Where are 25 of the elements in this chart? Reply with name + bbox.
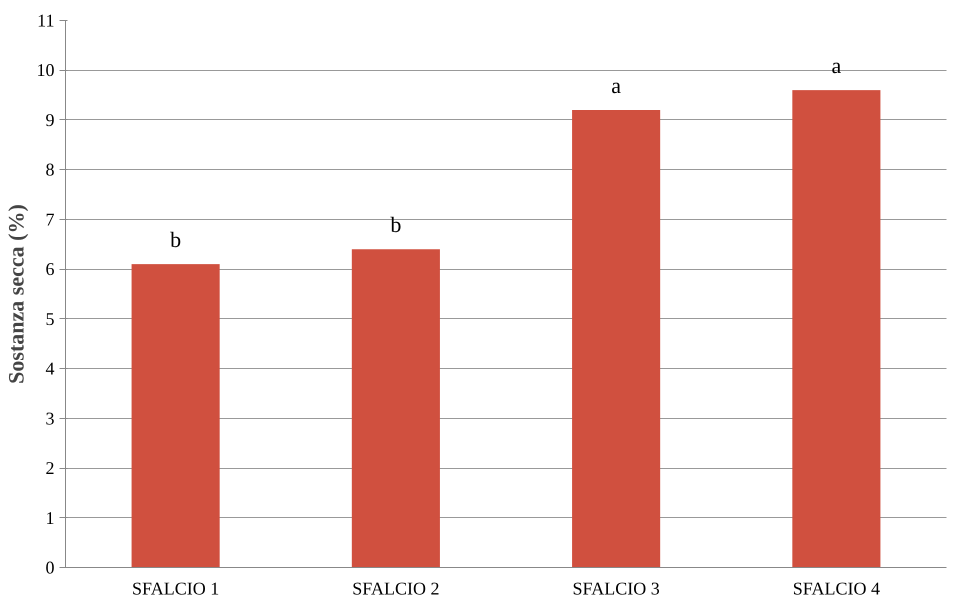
bar bbox=[572, 110, 660, 568]
x-tick-label: SFALCIO 2 bbox=[352, 578, 440, 598]
annotation: b bbox=[170, 227, 182, 252]
y-tick-label: 7 bbox=[46, 209, 54, 230]
bar bbox=[132, 264, 220, 568]
bar bbox=[352, 249, 440, 568]
x-tick-label: SFALCIO 4 bbox=[792, 578, 880, 598]
y-tick-label: 10 bbox=[36, 60, 54, 80]
y-tick-label: 3 bbox=[46, 408, 54, 428]
x-tick-label: SFALCIO 3 bbox=[572, 578, 660, 598]
y-tick-label: 5 bbox=[46, 308, 54, 329]
y-tick-label: 0 bbox=[46, 558, 54, 578]
annotation: a bbox=[831, 53, 842, 78]
annotation: b bbox=[390, 212, 402, 238]
y-axis-title: Sostanza secca (%) bbox=[4, 204, 28, 384]
y-tick-label: 11 bbox=[37, 10, 55, 30]
annotation: a bbox=[611, 73, 622, 98]
y-tick-label: 6 bbox=[46, 259, 54, 280]
y-tick-label: 4 bbox=[46, 358, 54, 379]
y-tick-label: 9 bbox=[46, 110, 54, 130]
y-tick-label: 1 bbox=[46, 508, 54, 528]
bar bbox=[792, 90, 880, 568]
y-tick-label: 2 bbox=[46, 458, 54, 478]
y-tick-label: 8 bbox=[46, 160, 54, 180]
x-tick-label: SFALCIO 1 bbox=[132, 578, 220, 598]
